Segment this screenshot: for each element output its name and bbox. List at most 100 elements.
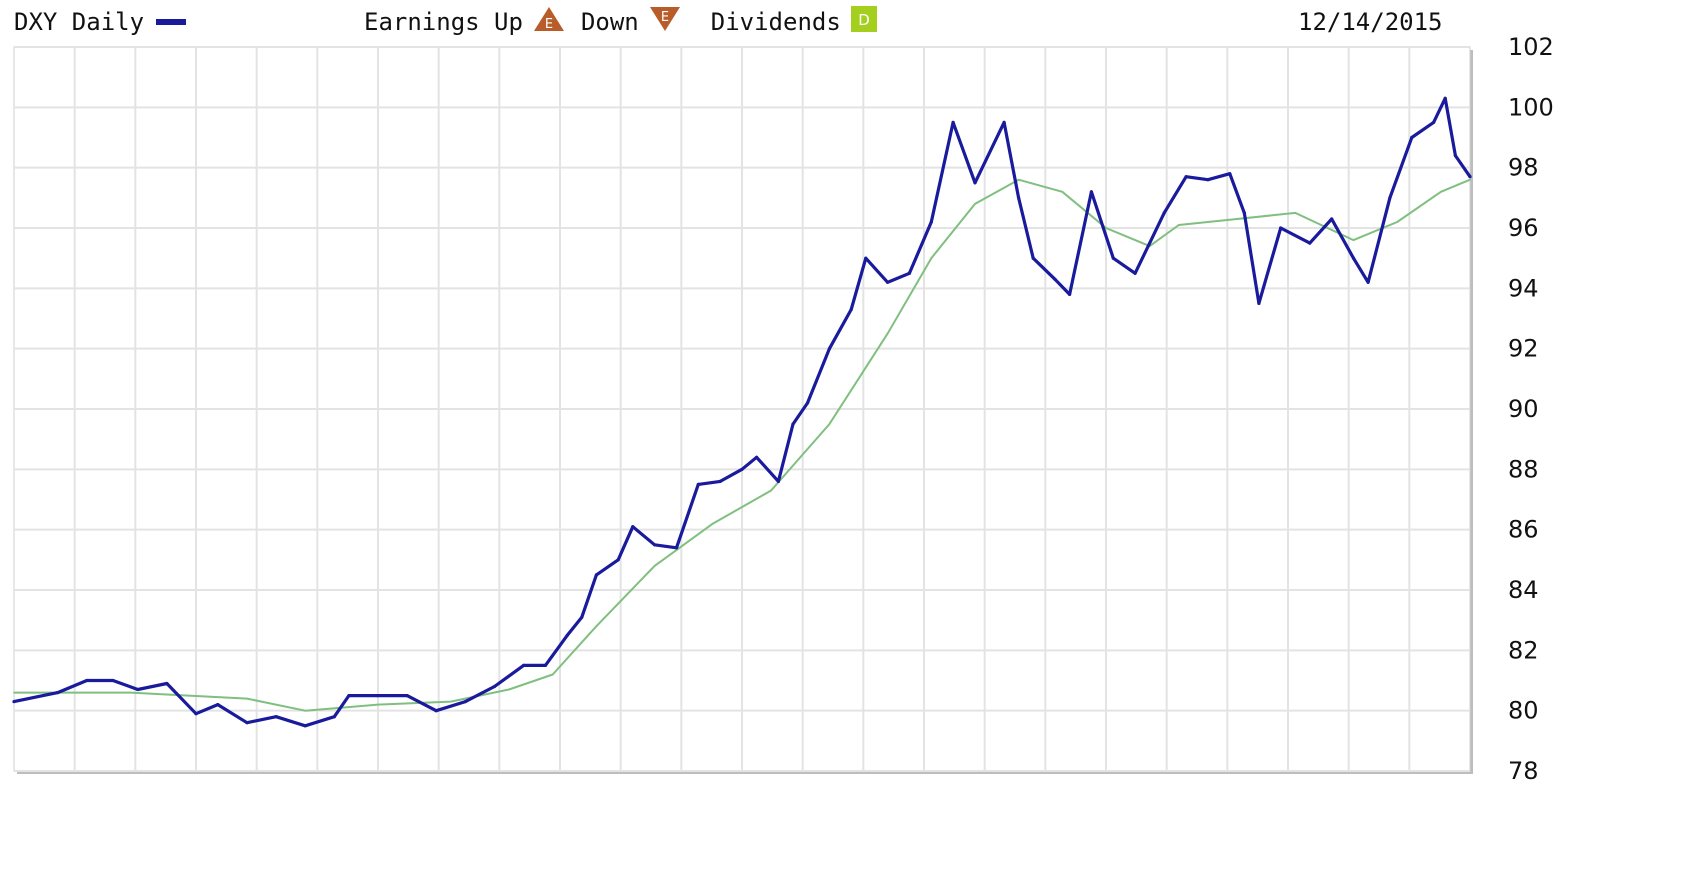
data-point xyxy=(508,688,510,691)
chart-series xyxy=(12,96,1472,728)
data-point xyxy=(594,573,599,577)
data-point xyxy=(1352,239,1355,241)
data-point xyxy=(245,721,249,725)
data-point xyxy=(522,663,526,668)
earnings-label: Earnings Up xyxy=(364,8,523,36)
data-point xyxy=(1068,292,1072,296)
data-point xyxy=(1440,191,1442,193)
data-point xyxy=(1133,271,1137,275)
data-point xyxy=(492,684,497,689)
dividends-icon: D xyxy=(850,6,877,38)
y-tick-label: 100 xyxy=(1508,93,1554,121)
data-point xyxy=(1453,154,1457,158)
data-point xyxy=(1053,277,1057,281)
data-point xyxy=(1396,221,1398,223)
earnings-up-icon: E xyxy=(533,6,565,38)
y-tick-label: 84 xyxy=(1508,576,1539,604)
data-point xyxy=(1366,280,1370,284)
earnings-down-icon: E xyxy=(649,6,681,38)
data-point xyxy=(849,307,853,312)
data-point xyxy=(1443,96,1447,100)
data-point xyxy=(886,332,889,335)
data-point xyxy=(111,678,115,683)
data-point xyxy=(1294,212,1297,214)
earnings-legend: Earnings Up E Down E Dividends D xyxy=(364,6,877,38)
data-point xyxy=(1308,241,1312,245)
data-point xyxy=(376,694,380,698)
data-point xyxy=(274,715,278,719)
data-point xyxy=(974,203,976,205)
data-point xyxy=(1330,217,1334,221)
date-label: 12/14/2015 xyxy=(1298,6,1443,38)
data-point xyxy=(1432,120,1436,124)
data-point xyxy=(347,694,351,698)
data-point xyxy=(755,455,759,459)
data-point xyxy=(1206,178,1210,182)
earnings-down-label: Down xyxy=(580,8,639,36)
data-point xyxy=(1089,190,1093,194)
data-point xyxy=(864,256,868,260)
data-point xyxy=(405,694,409,698)
y-tick-label: 86 xyxy=(1508,516,1539,544)
data-point xyxy=(1351,256,1356,260)
y-tick-label: 88 xyxy=(1508,455,1539,483)
data-point xyxy=(776,479,781,483)
data-point xyxy=(712,522,714,525)
data-point xyxy=(1017,178,1020,181)
data-point xyxy=(85,678,89,683)
y-tick-label: 102 xyxy=(1508,33,1554,61)
data-point xyxy=(653,565,656,567)
data-point xyxy=(827,347,832,351)
data-point xyxy=(580,615,584,619)
svg-text:D: D xyxy=(858,11,870,29)
price-line-swatch xyxy=(156,19,187,25)
y-tick-label: 94 xyxy=(1508,274,1539,302)
data-point xyxy=(791,422,795,426)
data-point xyxy=(973,181,977,185)
data-point xyxy=(565,633,569,637)
y-tick-label: 90 xyxy=(1508,395,1539,423)
chart-grid xyxy=(14,46,1470,772)
y-tick-label: 96 xyxy=(1508,214,1539,242)
data-point xyxy=(595,625,598,627)
data-point xyxy=(1469,178,1471,181)
data-point xyxy=(165,681,169,686)
chart-legend: DXY Daily xyxy=(14,6,187,38)
data-point xyxy=(1279,226,1283,230)
data-point xyxy=(136,687,140,692)
data-point xyxy=(616,558,620,562)
data-point xyxy=(951,120,955,124)
data-point xyxy=(929,220,933,224)
data-point xyxy=(653,543,657,547)
data-point xyxy=(1105,227,1107,229)
data-point xyxy=(12,700,16,704)
data-point xyxy=(1257,301,1261,305)
data-point xyxy=(1184,175,1188,179)
data-point xyxy=(1061,191,1064,193)
data-point xyxy=(1468,175,1472,179)
svg-text:E: E xyxy=(661,10,669,25)
data-point xyxy=(13,691,15,694)
data-point xyxy=(463,700,467,704)
data-point xyxy=(332,715,336,719)
data-point xyxy=(1162,211,1166,215)
data-point xyxy=(377,703,379,706)
data-point xyxy=(246,697,248,700)
chart-date: 12/14/2015 xyxy=(1298,8,1443,36)
data-point xyxy=(303,724,307,728)
y-axis: 102 100 98 96 94 92 90 88 86 84 82 80 78 xyxy=(1508,33,1554,785)
data-point xyxy=(304,709,307,712)
data-point xyxy=(543,663,548,668)
y-tick-label: 92 xyxy=(1508,335,1539,363)
data-point xyxy=(1410,135,1414,140)
data-point xyxy=(551,673,554,676)
data-point xyxy=(674,546,679,550)
data-point xyxy=(1111,256,1115,260)
data-point xyxy=(1178,224,1180,226)
data-point xyxy=(56,691,60,695)
data-point xyxy=(450,700,452,703)
y-tick-label: 82 xyxy=(1508,636,1539,664)
y-tick-label: 78 xyxy=(1508,757,1539,785)
data-point xyxy=(1236,218,1238,220)
